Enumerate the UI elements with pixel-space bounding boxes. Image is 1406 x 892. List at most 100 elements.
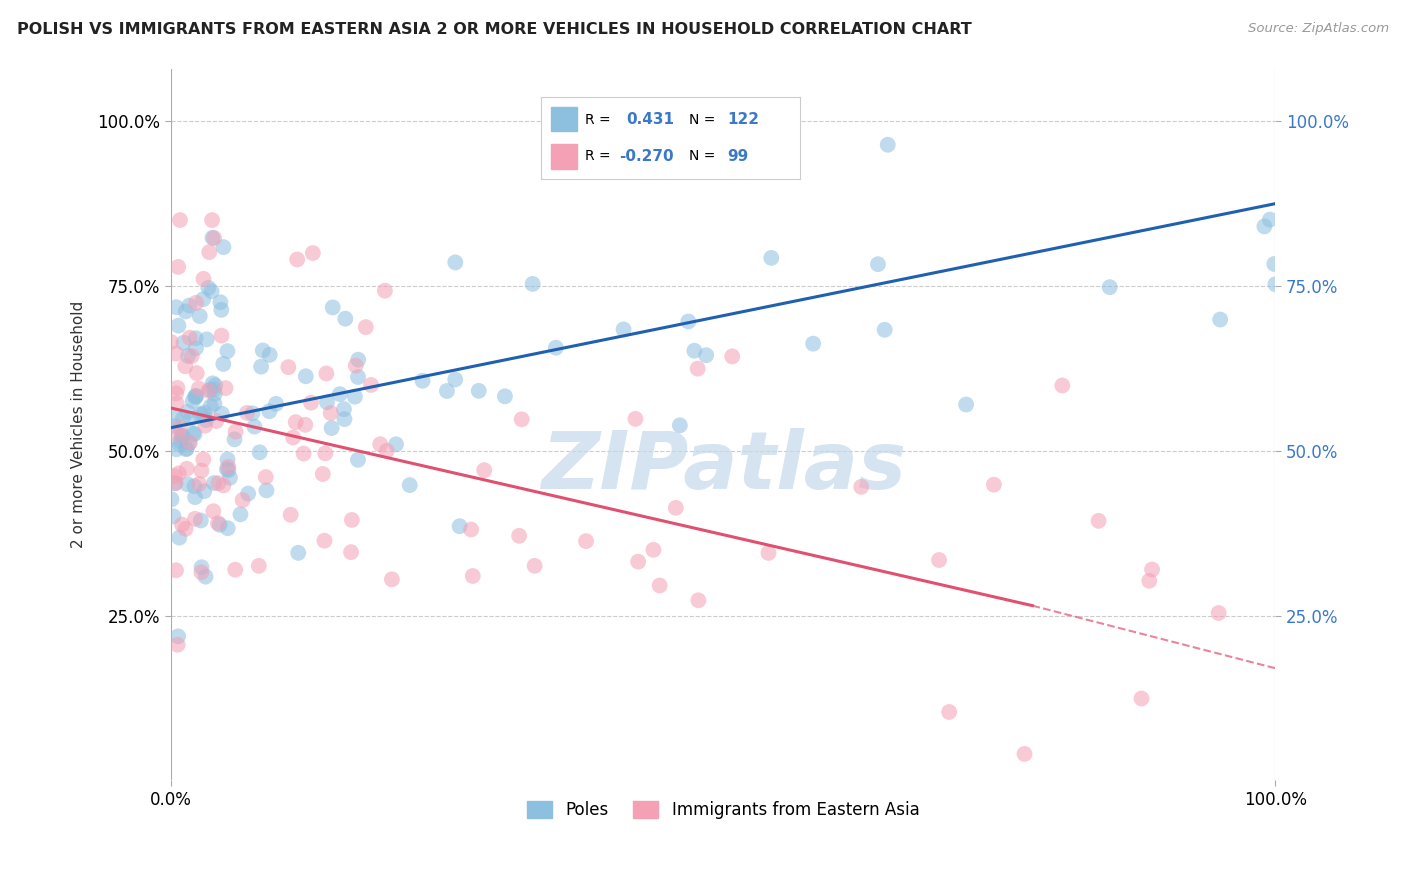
Point: [193, 272, 215, 286]
Point: [444, 372, 467, 386]
Point: [801, 336, 824, 351]
Point: [294, 417, 316, 432]
Point: [184, 341, 207, 355]
Point: [319, 406, 342, 420]
Point: [173, 335, 195, 350]
Point: [467, 384, 489, 398]
Point: [167, 260, 190, 274]
Point: [205, 414, 228, 428]
Point: [354, 320, 377, 334]
Point: [180, 349, 202, 363]
Point: [665, 500, 688, 515]
Point: [195, 332, 218, 346]
Point: [938, 705, 960, 719]
Point: [217, 459, 239, 474]
Point: [648, 578, 671, 592]
Point: [866, 257, 889, 271]
Point: [281, 430, 304, 444]
Point: [436, 384, 458, 398]
Point: [1137, 574, 1160, 588]
Point: [208, 517, 231, 532]
Point: [176, 405, 198, 419]
Point: [194, 569, 217, 583]
Point: [761, 251, 783, 265]
Point: [669, 418, 692, 433]
Point: [190, 464, 212, 478]
Point: [236, 486, 259, 500]
Point: [211, 328, 233, 343]
Point: [1253, 219, 1275, 234]
Point: [176, 461, 198, 475]
Point: [1208, 606, 1230, 620]
Point: [385, 437, 408, 451]
Point: [190, 513, 212, 527]
Point: [329, 387, 352, 401]
Point: [219, 471, 242, 485]
Legend: Poles, Immigrants from Eastern Asia: Poles, Immigrants from Eastern Asia: [520, 794, 927, 825]
Point: [280, 508, 302, 522]
Point: [193, 406, 215, 420]
Point: [347, 370, 370, 384]
Point: [214, 381, 236, 395]
Point: [347, 352, 370, 367]
Point: [510, 412, 533, 426]
Point: [184, 331, 207, 345]
Point: [333, 402, 356, 417]
Point: [347, 452, 370, 467]
Point: [250, 359, 273, 374]
Text: POLISH VS IMMIGRANTS FROM EASTERN ASIA 2 OR MORE VEHICLES IN HOUSEHOLD CORRELATI: POLISH VS IMMIGRANTS FROM EASTERN ASIA 2…: [17, 22, 972, 37]
Point: [179, 331, 201, 345]
Point: [522, 277, 544, 291]
Point: [287, 546, 309, 560]
Point: [1098, 280, 1121, 294]
Point: [163, 476, 186, 491]
Point: [343, 390, 366, 404]
Text: ZIPatlas: ZIPatlas: [540, 428, 905, 506]
Point: [202, 504, 225, 518]
Point: [312, 467, 335, 481]
Point: [256, 483, 278, 498]
Point: [695, 348, 717, 362]
Point: [876, 137, 898, 152]
Point: [172, 411, 194, 425]
Point: [873, 323, 896, 337]
Point: [612, 322, 634, 336]
Point: [169, 213, 191, 227]
Point: [177, 349, 200, 363]
Point: [163, 469, 186, 483]
Point: [472, 463, 495, 477]
Point: [217, 521, 239, 535]
Point: [201, 376, 224, 391]
Point: [449, 519, 471, 533]
Point: [285, 252, 308, 267]
Point: [316, 395, 339, 409]
Point: [209, 302, 232, 317]
Point: [236, 406, 259, 420]
Point: [217, 463, 239, 477]
Point: [165, 346, 187, 360]
Point: [198, 245, 221, 260]
Point: [190, 565, 212, 579]
Point: [721, 350, 744, 364]
Point: [315, 367, 337, 381]
Point: [1209, 312, 1232, 326]
Point: [202, 476, 225, 491]
Point: [174, 359, 197, 374]
Point: [983, 477, 1005, 491]
Point: [444, 255, 467, 269]
Point: [188, 309, 211, 323]
Point: [165, 410, 187, 425]
Point: [183, 426, 205, 441]
Point: [928, 553, 950, 567]
Point: [247, 558, 270, 573]
Point: [544, 341, 567, 355]
Point: [321, 421, 343, 435]
Point: [176, 442, 198, 456]
Point: [508, 529, 530, 543]
Point: [1263, 257, 1285, 271]
Point: [624, 412, 647, 426]
Point: [688, 593, 710, 607]
Point: [229, 508, 252, 522]
Point: [461, 569, 484, 583]
Point: [1258, 212, 1281, 227]
